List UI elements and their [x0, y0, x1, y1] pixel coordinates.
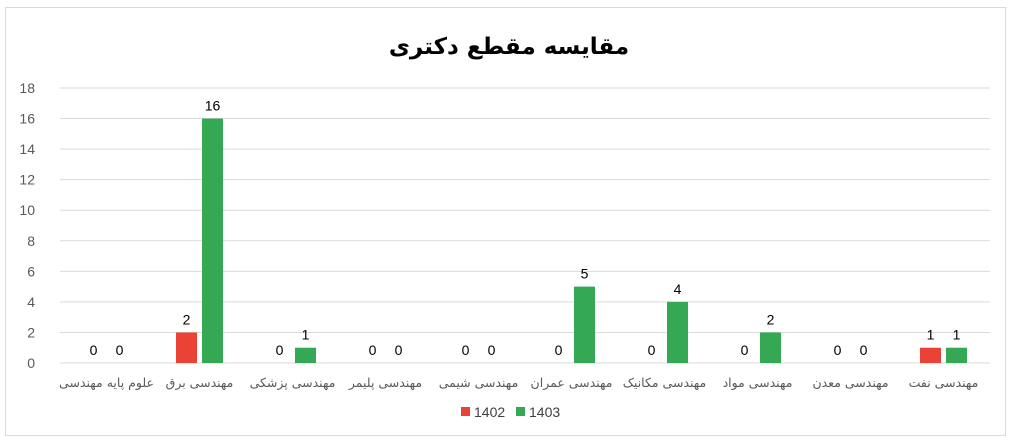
legend-swatch-1403	[516, 407, 525, 416]
y-tick-label: 8	[27, 233, 35, 249]
bar-1403	[946, 347, 967, 363]
data-label: 1	[927, 327, 935, 343]
x-tick-label: مهندسی عمران	[531, 375, 613, 391]
y-tick-label: 2	[27, 324, 35, 340]
y-tick-label: 14	[19, 141, 35, 157]
chart-area	[5, 7, 1006, 436]
y-tick-label: 6	[27, 263, 35, 279]
data-label: 0	[834, 342, 842, 358]
data-label: 16	[205, 98, 221, 114]
bar-1403	[574, 286, 595, 363]
y-tick-label: 10	[19, 202, 35, 218]
x-tick-label: مهندسی شیمی	[439, 375, 519, 391]
data-label: 0	[488, 342, 496, 358]
y-tick-label: 16	[19, 111, 35, 127]
x-tick-label: مهندسی پلیمر	[348, 375, 422, 391]
bar-1403	[667, 301, 688, 363]
data-label: 0	[369, 342, 377, 358]
bar-1403	[295, 347, 316, 363]
bar-1403	[760, 332, 781, 363]
x-tick-label: مهندسی مکانیک	[623, 375, 707, 391]
data-label: 1	[302, 327, 310, 343]
x-tick-label: علوم پایه مهندسی	[59, 375, 154, 391]
data-label: 2	[767, 311, 775, 327]
data-labels: 0 0 2 16 0 1 0 0 0 0 0 5 0 4 0 2 0 0 1 1	[90, 98, 961, 358]
bars	[176, 118, 967, 363]
y-tick-label: 12	[19, 172, 35, 188]
y-axis: 0 2 4 6 8 10 12 14 16 18	[19, 80, 35, 371]
bar-1402	[920, 347, 941, 363]
data-label: 1	[953, 327, 961, 343]
data-label: 0	[462, 342, 470, 358]
data-label: 5	[581, 266, 589, 282]
x-tick-label: مهندسی پزشکی	[250, 375, 336, 391]
data-label: 0	[90, 342, 98, 358]
data-label: 4	[674, 281, 682, 297]
y-tick-label: 18	[19, 80, 35, 96]
x-axis: علوم پایه مهندسی مهندسی برق مهندسی پزشکی مه…	[59, 375, 978, 391]
data-label: 0	[741, 342, 749, 358]
x-tick-label: مهندسی معدن	[812, 375, 888, 391]
gridlines	[60, 87, 990, 364]
bar-1402	[176, 332, 197, 363]
legend: 1402 1403	[461, 404, 560, 420]
data-label: 0	[555, 342, 563, 358]
data-label: 0	[395, 342, 403, 358]
legend-swatch-1402	[461, 407, 470, 416]
y-tick-label: 4	[27, 294, 35, 310]
x-tick-label: مهندسی مواد	[723, 375, 793, 391]
y-tick-label: 0	[27, 355, 35, 371]
legend-label: 1403	[529, 404, 560, 420]
x-tick-label: مهندسی برق	[166, 375, 234, 391]
data-label: 0	[860, 342, 868, 358]
legend-label: 1402	[474, 404, 505, 420]
data-label: 0	[116, 342, 124, 358]
data-label: 0	[276, 342, 284, 358]
data-label: 0	[648, 342, 656, 358]
x-tick-label: مهندسی نفت	[909, 375, 979, 391]
chart-title: مقایسه مقطع دکتری	[389, 34, 629, 60]
bar-1403	[202, 118, 223, 363]
data-label: 2	[183, 311, 191, 327]
